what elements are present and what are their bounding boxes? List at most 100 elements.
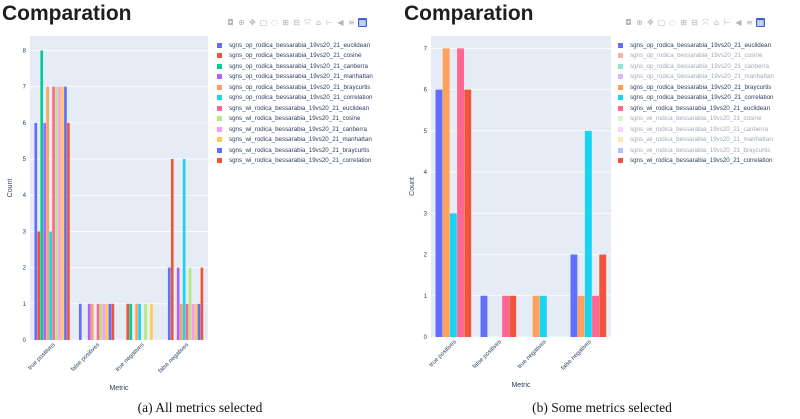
zoom-in-icon[interactable]: ⊞	[680, 18, 687, 27]
bar	[46, 86, 49, 341]
legend-item[interactable]: sgns_wi_rodica_bessarabia_19vs20_21_manh…	[217, 135, 373, 146]
zoom-in-icon[interactable]: ⊞	[282, 18, 289, 27]
legend-item[interactable]: sgns_op_rodica_bessarabia_19vs20_21_cosi…	[217, 51, 373, 62]
legend-swatch	[618, 42, 623, 48]
camera-icon[interactable]: ◘	[227, 18, 234, 27]
y-tick-label: 2	[23, 266, 27, 272]
legend-label: sgns_wi_rodica_bessarabia_19vs20_21_corr…	[229, 157, 372, 165]
hover-closest-icon[interactable]: ◀	[337, 18, 344, 27]
legend-item[interactable]: sgns_wi_rodica_bessarabia_19vs20_21_cosi…	[217, 114, 373, 125]
legend-item[interactable]: sgns_wi_rodica_bessarabia_19vs20_21_canb…	[618, 124, 774, 135]
legend-item[interactable]: sgns_op_rodica_bessarabia_19vs20_21_eucl…	[618, 40, 774, 51]
bar	[43, 122, 47, 340]
bar	[188, 267, 192, 340]
y-tick-label: 1	[424, 294, 428, 300]
legend-item[interactable]: sgns_op_rodica_bessarabia_19vs20_21_eucl…	[217, 40, 373, 51]
bar	[532, 295, 540, 337]
legend-item[interactable]: sgns_wi_rodica_bessarabia_19vs20_21_eucl…	[618, 103, 774, 114]
figure-caption: (a) All metrics selected	[137, 400, 263, 415]
reset-axes-icon[interactable]: ⌂	[315, 18, 322, 27]
plotly-logo-icon[interactable]: ▦	[358, 18, 367, 27]
y-tick-label: 6	[424, 88, 428, 94]
plotly-logo-icon[interactable]: ▦	[756, 18, 765, 27]
autoscale-icon[interactable]: ⤧	[304, 18, 311, 27]
bar	[111, 303, 115, 340]
legend-label: sgns_op_rodica_bessarabia_19vs20_21_corr…	[630, 94, 774, 102]
lasso-icon[interactable]: ◌	[271, 18, 278, 27]
zoom-out-icon[interactable]: ⊟	[691, 18, 698, 27]
camera-icon[interactable]: ◘	[625, 18, 632, 27]
legend-label: sgns_op_rodica_bessarabia_19vs20_21_canb…	[630, 62, 769, 70]
legend-label: sgns_op_rodica_bessarabia_19vs20_21_bray…	[630, 83, 772, 91]
legend-label: sgns_wi_rodica_bessarabia_19vs20_21_eucl…	[229, 104, 370, 112]
legend-swatch	[618, 53, 623, 59]
figure-caption: (b) Some metrics selected	[532, 400, 672, 415]
autoscale-icon[interactable]: ⤧	[702, 18, 709, 27]
x-tick-label: false positives	[472, 339, 503, 370]
legend-item[interactable]: sgns_wi_rodica_bessarabia_19vs20_21_corr…	[217, 156, 373, 167]
bar	[99, 303, 103, 340]
bar	[449, 213, 457, 337]
legend-label: sgns_wi_rodica_bessarabia_19vs20_21_manh…	[630, 136, 773, 144]
legend-item[interactable]: sgns_wi_rodica_bessarabia_19vs20_21_corr…	[618, 156, 774, 167]
bar	[52, 86, 55, 341]
bar	[37, 231, 41, 340]
box-select-icon[interactable]: ▢	[657, 18, 666, 27]
spike-lines-icon[interactable]: ⊢	[326, 18, 333, 27]
legend: sgns_op_rodica_bessarabia_19vs20_21_eucl…	[217, 40, 373, 166]
legend-swatch	[618, 105, 623, 111]
pan-icon[interactable]: ✥	[647, 18, 654, 27]
hover-closest-icon[interactable]: ◀	[735, 18, 742, 27]
hover-compare-icon[interactable]: ≡	[348, 18, 355, 27]
x-tick-label: false positives	[70, 342, 101, 373]
zoom-icon[interactable]: ⊕	[238, 18, 245, 27]
legend-item[interactable]: sgns_wi_rodica_bessarabia_19vs20_21_bray…	[217, 145, 373, 156]
spike-lines-icon[interactable]: ⊢	[724, 18, 731, 27]
y-tick-label: 7	[424, 46, 428, 52]
legend-item[interactable]: sgns_wi_rodica_bessarabia_19vs20_21_bray…	[618, 145, 774, 156]
legend-swatch	[217, 147, 222, 153]
bar	[584, 130, 592, 337]
legend-label: sgns_op_rodica_bessarabia_19vs20_21_manh…	[630, 73, 774, 81]
y-tick-label: 4	[424, 170, 428, 176]
y-tick-label: 3	[424, 211, 428, 217]
legend-item[interactable]: sgns_wi_rodica_bessarabia_19vs20_21_manh…	[618, 135, 774, 146]
bar	[138, 303, 141, 340]
legend-label: sgns_wi_rodica_bessarabia_19vs20_21_manh…	[229, 136, 372, 144]
legend-item[interactable]: sgns_op_rodica_bessarabia_19vs20_21_manh…	[618, 72, 774, 83]
y-tick-label: 8	[23, 48, 27, 54]
legend-item[interactable]: sgns_op_rodica_bessarabia_19vs20_21_canb…	[618, 61, 774, 72]
legend-item[interactable]: sgns_op_rodica_bessarabia_19vs20_21_corr…	[618, 93, 774, 104]
legend-item[interactable]: sgns_op_rodica_bessarabia_19vs20_21_cosi…	[618, 51, 774, 62]
legend-item[interactable]: sgns_op_rodica_bessarabia_19vs20_21_corr…	[217, 93, 373, 104]
legend-item[interactable]: sgns_op_rodica_bessarabia_19vs20_21_canb…	[217, 61, 373, 72]
legend-item[interactable]: sgns_wi_rodica_bessarabia_19vs20_21_cosi…	[618, 114, 774, 125]
legend-item[interactable]: sgns_op_rodica_bessarabia_19vs20_21_bray…	[217, 82, 373, 93]
bar-chart-all: 0 1 2 3 4 5 6 7 8 true positives false positives tr…	[7, 36, 208, 392]
bar	[480, 295, 488, 337]
lasso-icon[interactable]: ◌	[669, 18, 676, 27]
bar	[176, 267, 180, 340]
modebar: ◘ ⊕ ✥ ▢ ◌ ⊞ ⊟ ⤧ ⌂ ⊢ ◀ ≡ ▦	[624, 18, 765, 27]
bar	[170, 159, 174, 340]
legend-item[interactable]: sgns_op_rodica_bessarabia_19vs20_21_manh…	[217, 72, 373, 83]
hover-compare-icon[interactable]: ≡	[746, 18, 753, 27]
legend-item[interactable]: sgns_wi_rodica_bessarabia_19vs20_21_canb…	[217, 124, 373, 135]
legend-label: sgns_wi_rodica_bessarabia_19vs20_21_cosi…	[229, 115, 361, 123]
legend-label: sgns_wi_rodica_bessarabia_19vs20_21_bray…	[229, 146, 370, 154]
legend-item[interactable]: sgns_op_rodica_bessarabia_19vs20_21_bray…	[618, 82, 774, 93]
legend-item[interactable]: sgns_wi_rodica_bessarabia_19vs20_21_eucl…	[217, 103, 373, 114]
zoom-icon[interactable]: ⊕	[636, 18, 643, 27]
legend-swatch	[217, 105, 222, 111]
bar	[135, 303, 138, 340]
box-select-icon[interactable]: ▢	[259, 18, 268, 27]
bar	[40, 50, 44, 340]
reset-axes-icon[interactable]: ⌂	[713, 18, 720, 27]
bar	[55, 86, 58, 341]
legend-label: sgns_op_rodica_bessarabia_19vs20_21_canb…	[229, 62, 368, 70]
zoom-out-icon[interactable]: ⊟	[293, 18, 300, 27]
x-tick-label: true positives	[27, 342, 56, 371]
pan-icon[interactable]: ✥	[249, 18, 256, 27]
bar	[185, 303, 189, 340]
y-tick-label: 2	[424, 253, 428, 259]
